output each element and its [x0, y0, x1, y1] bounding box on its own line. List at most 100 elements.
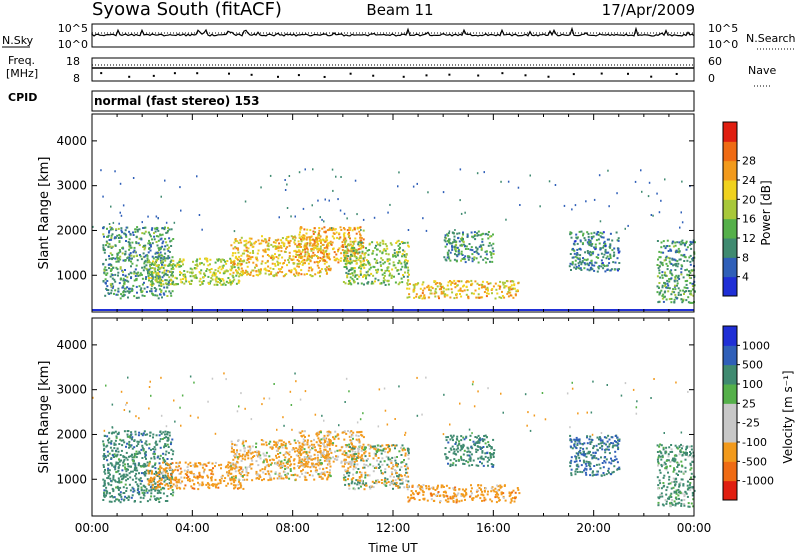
heatmap-cell [395, 483, 398, 486]
heatmap-cell [397, 244, 400, 247]
heatmap-cell [112, 490, 115, 493]
heatmap-cell [368, 452, 371, 455]
heatmap-cell [437, 295, 440, 298]
heatmap-cell [317, 199, 319, 202]
heatmap-cell [266, 269, 269, 272]
heatmap-cell [211, 274, 214, 277]
heatmap-cell [117, 431, 120, 434]
heatmap-cell [313, 478, 316, 481]
heatmap-cell [150, 287, 153, 290]
heatmap-cell [159, 482, 162, 485]
heatmap-cell [376, 444, 379, 447]
heatmap-cell [295, 250, 298, 253]
heatmap-cell [310, 440, 313, 443]
heatmap-cell [260, 439, 263, 441]
heatmap-cell [263, 478, 265, 481]
heatmap-cell [454, 282, 457, 285]
heatmap-cell [152, 436, 154, 439]
heatmap-cell [406, 486, 409, 489]
heatmap-cell [275, 272, 278, 275]
heatmap-cell [158, 475, 161, 478]
heatmap-cell [401, 255, 403, 258]
heatmap-cell [178, 472, 181, 475]
heatmap-cell [120, 229, 123, 232]
heatmap-cell [170, 259, 173, 262]
heatmap-cell [247, 272, 250, 275]
heatmap-cell [299, 465, 301, 468]
heatmap-cell [590, 251, 593, 254]
heatmap-cell [362, 246, 365, 249]
heatmap-cell [594, 246, 597, 249]
heatmap-cell [296, 450, 299, 452]
heatmap-cell [477, 253, 480, 256]
heatmap-cell [121, 246, 124, 249]
heatmap-cell [230, 465, 233, 468]
heatmap-cell [122, 279, 125, 282]
heatmap-cell [480, 484, 483, 487]
heatmap-cell [290, 271, 293, 274]
heatmap-cell [408, 287, 411, 290]
heatmap-cell [259, 269, 262, 272]
heatmap-cell [401, 461, 404, 464]
heatmap-cell [326, 458, 329, 461]
heatmap-cell [677, 294, 680, 296]
heatmap-cell [687, 296, 690, 299]
heatmap-cell [670, 272, 673, 275]
heatmap-cell [509, 280, 512, 283]
heatmap-cell [225, 262, 228, 265]
heatmap-cell [492, 233, 494, 236]
heatmap-cell [456, 232, 459, 235]
heatmap-cell [256, 454, 259, 457]
heatmap-cell [343, 238, 346, 241]
heatmap-cell [360, 449, 363, 452]
heatmap-cell [257, 450, 260, 453]
heatmap-cell [303, 235, 306, 238]
heatmap-cell [377, 463, 380, 466]
heatmap-cell [117, 290, 120, 293]
heatmap-cell [157, 274, 160, 277]
heatmap-cell [688, 276, 691, 279]
heatmap-cell [317, 248, 320, 250]
heatmap-cell [394, 459, 397, 462]
heatmap-cell [375, 269, 377, 272]
heatmap-cell [303, 450, 306, 453]
heatmap-cell [487, 289, 489, 292]
heatmap-cell [368, 454, 371, 457]
heatmap-cell [359, 254, 362, 257]
heatmap-cell [304, 253, 307, 256]
heatmap-cell [289, 239, 292, 242]
nave-drop [572, 73, 575, 76]
heatmap-cell [143, 281, 145, 284]
heatmap-cell [313, 246, 316, 249]
heatmap-cell [588, 252, 591, 255]
heatmap-cell [658, 300, 661, 303]
heatmap-cell [180, 209, 182, 212]
heatmap-cell [189, 267, 192, 270]
heatmap-cell [160, 254, 163, 257]
heatmap-cell [106, 289, 109, 291]
heatmap-cell [305, 451, 308, 454]
heatmap-cell [658, 211, 661, 214]
heatmap-cell [128, 483, 131, 486]
heatmap-cell [486, 286, 489, 289]
heatmap-cell [248, 240, 251, 243]
heatmap-cell [465, 285, 468, 288]
heatmap-cell [582, 242, 584, 245]
heatmap-cell [185, 280, 188, 283]
heatmap-cell [167, 226, 169, 229]
heatmap-cell [145, 457, 147, 460]
heatmap-cell [203, 263, 205, 266]
heatmap-cell [300, 260, 303, 263]
heatmap-cell [274, 264, 277, 267]
heatmap-cell [140, 273, 143, 276]
heatmap-cell [317, 460, 320, 463]
heatmap-cell [300, 449, 303, 451]
heatmap-cell [277, 271, 279, 274]
freq-label-2: [MHz] [6, 67, 38, 80]
heatmap-cell [383, 272, 386, 275]
heatmap-cell [107, 245, 110, 248]
heatmap-cell [167, 255, 170, 258]
heatmap-cell [251, 445, 254, 448]
heatmap-cell [353, 227, 356, 230]
heatmap-cell [144, 442, 147, 445]
